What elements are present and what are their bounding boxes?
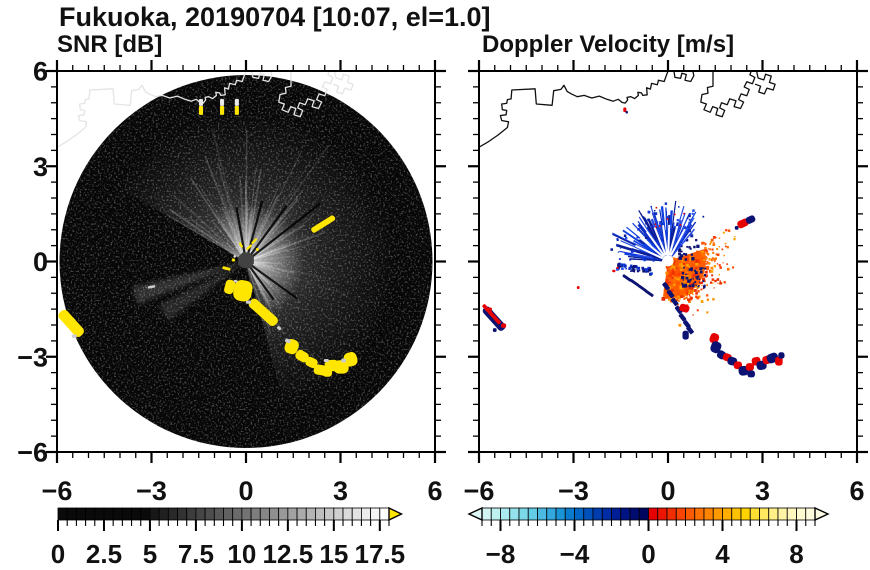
snr-colorbar: 0 2.5 5 7.5 10 12.5 15 17.5 bbox=[51, 506, 406, 569]
doppler-xtick-label: −3 bbox=[558, 476, 589, 506]
snr-colorbar-label: 0 bbox=[51, 539, 65, 569]
doppler-colorbar-label: −4 bbox=[560, 539, 590, 569]
snr-panel bbox=[57, 71, 433, 448]
doppler-colorbar-label: 0 bbox=[641, 539, 655, 569]
doppler-xtick-label: −6 bbox=[464, 476, 495, 506]
snr-xtick-label: 6 bbox=[427, 476, 442, 506]
snr-colorbar-label: 7.5 bbox=[178, 539, 214, 569]
doppler-axes: −6 −3 0 3 6 bbox=[464, 60, 868, 506]
snr-ytick-label: 0 bbox=[33, 247, 48, 277]
doppler-colorbar-label: 4 bbox=[715, 539, 730, 569]
doppler-colorbar: −8 −4 0 4 8 bbox=[467, 506, 830, 569]
snr-panel-subtitle: SNR [dB] bbox=[57, 31, 163, 58]
snr-ytick-label: 6 bbox=[33, 57, 48, 87]
doppler-panel-subtitle: Doppler Velocity [m/s] bbox=[482, 31, 735, 58]
snr-ytick-label: −3 bbox=[17, 342, 48, 372]
snr-colorbar-label: 5 bbox=[143, 539, 157, 569]
doppler-panel bbox=[479, 71, 785, 378]
doppler-xtick-label: 6 bbox=[849, 476, 864, 506]
snr-ytick-label: −6 bbox=[17, 438, 48, 468]
doppler-colorbar-label: −8 bbox=[486, 539, 516, 569]
snr-colorbar-label: 17.5 bbox=[355, 539, 406, 569]
snr-xtick-label: −6 bbox=[42, 476, 73, 506]
doppler-xtick-label: 3 bbox=[755, 476, 770, 506]
figure-title: Fukuoka, 20190704 [10:07, el=1.0] bbox=[59, 2, 491, 32]
doppler-xtick-label: 0 bbox=[660, 476, 675, 506]
snr-colorbar-label: 10 bbox=[227, 539, 256, 569]
snr-colorbar-label: 2.5 bbox=[86, 539, 122, 569]
snr-xtick-label: −3 bbox=[136, 476, 167, 506]
snr-colorbar-label: 15 bbox=[319, 539, 348, 569]
doppler-colorbar-label: 8 bbox=[789, 539, 803, 569]
snr-xtick-label: 3 bbox=[333, 476, 348, 506]
snr-xtick-label: 0 bbox=[238, 476, 253, 506]
snr-ytick-label: 3 bbox=[33, 152, 48, 182]
snr-colorbar-label: 12.5 bbox=[263, 539, 314, 569]
snr-axes: −6 −3 0 3 6 6 3 0 −3 −6 bbox=[17, 57, 446, 506]
